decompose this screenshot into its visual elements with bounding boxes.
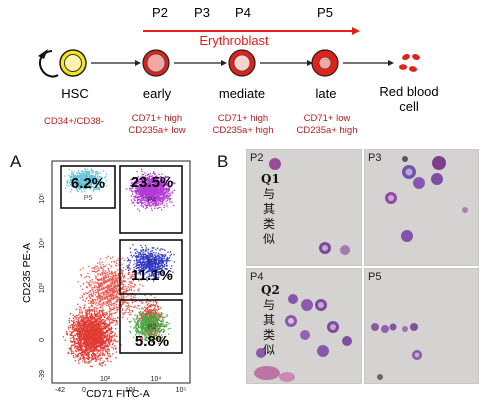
y-tick-0: 0 — [39, 338, 46, 342]
p2-cells — [269, 158, 350, 255]
cell-name-hsc: HSC — [61, 86, 88, 101]
annotation-q1: Q1 与 其 类 似 — [261, 172, 280, 247]
self-renewal-arrow-icon — [38, 49, 59, 78]
marker-late-2: CD235a+ high — [296, 125, 357, 136]
erythroblast-label: Erythroblast — [199, 33, 269, 48]
y-axis-label: CD235 PE-A — [21, 243, 33, 303]
cell-name-late: late — [316, 86, 337, 101]
cell-name-rbc-line2: cell — [399, 99, 419, 114]
marker-early-1: CD71+ high — [132, 113, 182, 124]
gate-p5-name: P5 — [84, 195, 93, 202]
annotation-q2-tag: Q2 — [261, 283, 280, 297]
cell-name-early: early — [143, 86, 172, 101]
stage-label-p3: P3 — [194, 5, 210, 20]
gate-p5 — [60, 165, 116, 209]
stage-label-p2: P2 — [152, 5, 168, 20]
gate-p2-percent: 5.8% — [135, 333, 169, 350]
annotation-q2: Q2 与 其 类 似 — [261, 283, 280, 358]
gate-p4-percent: 23.5% — [131, 174, 174, 191]
gate-p5-percent: 6.2% — [71, 175, 105, 192]
x-tick-1e5: 10⁵ — [176, 387, 187, 394]
micrograph-label-p4: P4 — [250, 271, 264, 283]
p5-cells — [371, 323, 422, 380]
marker-early-2: CD235a+ low — [128, 125, 185, 136]
marker-mediate-1: CD71+ high — [218, 113, 268, 124]
hsc-cell-icon — [59, 49, 87, 77]
p4-cells — [254, 294, 352, 382]
panel-a-letter: A — [10, 152, 22, 171]
marker-hsc: CD34+/CD38- — [44, 116, 104, 127]
annotation-q2-char-2: 其 — [262, 313, 275, 327]
early-erythroblast-icon — [142, 49, 170, 77]
cell-name-rbc-line1: Red blood — [379, 84, 438, 99]
micrograph-p2: P2 Q1 与 其 类 似 — [246, 149, 362, 266]
x-tick-1e3: 10³ — [125, 387, 136, 394]
micrograph-label-p5: P5 — [368, 271, 382, 283]
gate-p2 — [119, 299, 183, 354]
micrograph-p4: P4 Q2 与 其 类 似 — [246, 268, 362, 384]
micrograph-p3: P3 — [364, 149, 479, 266]
x-axis-label: CD71 FITC-A — [86, 388, 150, 400]
y-tick-neg39: -39 — [39, 370, 46, 380]
cell-name-mediate: mediate — [219, 86, 265, 101]
annotation-q2-char-3: 类 — [262, 328, 275, 342]
flow-cytometry-scatter — [62, 167, 176, 368]
micrograph-label-p2: P2 — [250, 152, 264, 164]
annotation-q1-char-3: 类 — [262, 217, 275, 231]
late-erythroblast-icon — [311, 49, 339, 77]
gate-p4-name: P4 — [148, 197, 157, 204]
y-tick-1e5: 10⁵ — [39, 193, 46, 204]
x-tick-1e2: 10² — [100, 376, 111, 383]
red-blood-cells-icon — [399, 53, 420, 72]
x-tick-neg42: -42 — [55, 387, 65, 394]
x-tick-0: 0 — [82, 387, 86, 394]
gate-p2-name: P2 — [148, 324, 157, 331]
marker-mediate-2: CD235a+ high — [212, 125, 273, 136]
y-tick-1e4: 10⁴ — [39, 238, 46, 249]
marker-late-1: CD71+ low — [304, 113, 351, 124]
micrograph-label-p3: P3 — [368, 152, 382, 164]
y-tick-1e3: 10³ — [39, 282, 46, 293]
mediate-erythroblast-icon — [228, 49, 256, 77]
stage-label-p4: P4 — [235, 5, 251, 20]
p3-cells — [385, 156, 468, 242]
gate-p4 — [119, 165, 183, 234]
plot-frame — [51, 160, 191, 384]
annotation-q1-char-1: 与 — [262, 187, 275, 201]
stage-label-p5: P5 — [317, 5, 333, 20]
annotation-q2-char-1: 与 — [262, 298, 275, 312]
panel-b-letter: B — [217, 152, 229, 171]
micrograph-p5: P5 — [364, 268, 479, 384]
annotation-q2-char-4: 似 — [262, 343, 275, 357]
x-tick-1e4: 10⁴ — [151, 376, 162, 383]
erythroblast-stage-bar — [143, 27, 360, 35]
annotation-q1-char-2: 其 — [262, 202, 275, 216]
gate-p3-name: P3 — [148, 259, 157, 266]
annotation-q1-tag: Q1 — [261, 172, 280, 186]
gate-p3-percent: 11.1% — [131, 267, 173, 284]
annotation-q1-char-4: 似 — [262, 232, 275, 246]
gate-p3 — [119, 239, 183, 295]
